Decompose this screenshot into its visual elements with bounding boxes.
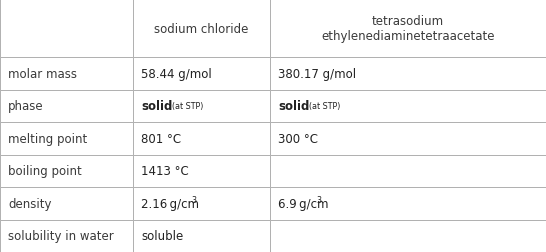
Text: 3: 3 bbox=[191, 196, 196, 204]
Bar bbox=[270, 122, 546, 155]
Bar bbox=[133, 0, 270, 58]
Bar bbox=[0, 187, 133, 220]
Bar bbox=[270, 90, 546, 122]
Bar bbox=[133, 220, 270, 252]
Text: density: density bbox=[8, 197, 51, 210]
Text: solid: solid bbox=[141, 100, 173, 113]
Text: 58.44 g/mol: 58.44 g/mol bbox=[141, 68, 212, 80]
Bar bbox=[270, 187, 546, 220]
Text: melting point: melting point bbox=[8, 132, 87, 145]
Bar bbox=[0, 122, 133, 155]
Text: (at STP): (at STP) bbox=[167, 102, 203, 111]
Bar bbox=[133, 122, 270, 155]
Bar bbox=[0, 155, 133, 187]
Text: 1413 °C: 1413 °C bbox=[141, 165, 189, 178]
Bar bbox=[0, 220, 133, 252]
Text: solubility in water: solubility in water bbox=[8, 229, 114, 242]
Text: 801 °C: 801 °C bbox=[141, 132, 181, 145]
Text: 2.16 g/cm: 2.16 g/cm bbox=[141, 197, 199, 210]
Bar bbox=[133, 187, 270, 220]
Text: soluble: soluble bbox=[141, 229, 183, 242]
Text: 3: 3 bbox=[316, 196, 321, 204]
Bar bbox=[133, 90, 270, 122]
Text: molar mass: molar mass bbox=[8, 68, 77, 80]
Bar bbox=[0, 0, 133, 58]
Bar bbox=[133, 58, 270, 90]
Text: 380.17 g/mol: 380.17 g/mol bbox=[278, 68, 356, 80]
Bar bbox=[0, 58, 133, 90]
Bar bbox=[270, 0, 546, 58]
Text: solid: solid bbox=[278, 100, 310, 113]
Bar bbox=[270, 220, 546, 252]
Text: boiling point: boiling point bbox=[8, 165, 82, 178]
Text: (at STP): (at STP) bbox=[304, 102, 340, 111]
Text: sodium chloride: sodium chloride bbox=[155, 22, 248, 35]
Text: 300 °C: 300 °C bbox=[278, 132, 318, 145]
Bar bbox=[270, 58, 546, 90]
Text: tetrasodium
ethylenediaminetetraacetate: tetrasodium ethylenediaminetetraacetate bbox=[321, 15, 495, 43]
Bar bbox=[0, 90, 133, 122]
Bar bbox=[133, 155, 270, 187]
Bar bbox=[270, 155, 546, 187]
Text: phase: phase bbox=[8, 100, 44, 113]
Text: 6.9 g/cm: 6.9 g/cm bbox=[278, 197, 329, 210]
